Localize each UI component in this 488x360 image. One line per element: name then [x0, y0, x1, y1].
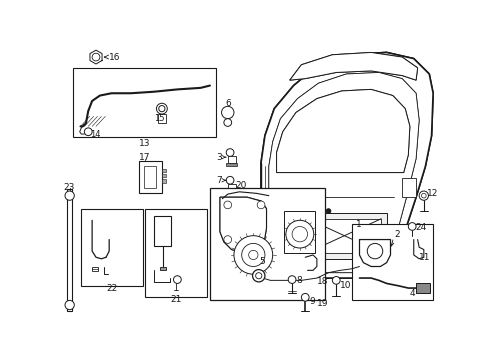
- Bar: [154, 216, 171, 246]
- Bar: [138, 161, 162, 193]
- Circle shape: [224, 236, 231, 243]
- Circle shape: [248, 250, 258, 260]
- Text: 11: 11: [418, 253, 430, 262]
- Bar: [227, 184, 235, 189]
- Bar: [284, 211, 315, 253]
- Circle shape: [159, 105, 164, 112]
- Text: 5: 5: [259, 257, 264, 266]
- Bar: [144, 209, 206, 297]
- Text: 10: 10: [340, 281, 351, 290]
- Bar: [144, 166, 156, 188]
- Bar: [162, 180, 165, 183]
- Circle shape: [65, 300, 74, 310]
- Circle shape: [221, 106, 233, 119]
- Text: 20: 20: [235, 181, 246, 190]
- Polygon shape: [289, 53, 417, 80]
- Bar: [227, 156, 235, 163]
- Bar: [158, 114, 165, 123]
- Bar: [209, 188, 324, 300]
- Polygon shape: [276, 89, 409, 172]
- Circle shape: [226, 176, 233, 184]
- Text: 21: 21: [170, 295, 181, 304]
- Circle shape: [325, 209, 330, 213]
- Circle shape: [418, 191, 427, 200]
- Bar: [92, 266, 98, 271]
- Circle shape: [241, 243, 264, 266]
- Polygon shape: [276, 89, 409, 172]
- Circle shape: [285, 220, 313, 248]
- Circle shape: [287, 276, 295, 283]
- Bar: [254, 257, 262, 263]
- Text: 6: 6: [224, 99, 230, 108]
- Text: 18: 18: [316, 278, 328, 287]
- Polygon shape: [220, 197, 266, 253]
- Bar: [81, 209, 142, 286]
- Text: 15: 15: [154, 114, 164, 123]
- Bar: [226, 163, 237, 166]
- Circle shape: [301, 293, 308, 301]
- Text: 9: 9: [308, 297, 314, 306]
- Polygon shape: [261, 53, 432, 278]
- Circle shape: [421, 193, 425, 198]
- Text: 17: 17: [139, 153, 150, 162]
- Text: 1: 1: [355, 220, 361, 229]
- Bar: [67, 189, 72, 311]
- Circle shape: [291, 226, 307, 242]
- Circle shape: [332, 276, 340, 284]
- Bar: [401, 178, 415, 197]
- Polygon shape: [268, 72, 418, 273]
- Text: 23: 23: [63, 184, 75, 193]
- Circle shape: [92, 53, 100, 61]
- Text: 14: 14: [90, 130, 101, 139]
- Polygon shape: [289, 53, 417, 80]
- Text: 12: 12: [426, 189, 437, 198]
- Bar: [415, 283, 429, 293]
- Circle shape: [257, 201, 264, 209]
- Text: 22: 22: [106, 284, 117, 293]
- Bar: [307, 219, 381, 253]
- Text: 19: 19: [316, 299, 328, 308]
- Polygon shape: [261, 53, 432, 278]
- Text: 13: 13: [139, 139, 150, 148]
- Circle shape: [224, 201, 231, 209]
- Text: 2: 2: [393, 230, 399, 239]
- Text: 16: 16: [109, 53, 121, 62]
- Bar: [159, 266, 165, 270]
- Circle shape: [255, 273, 261, 279]
- Polygon shape: [220, 197, 266, 253]
- Polygon shape: [268, 72, 418, 273]
- Circle shape: [156, 103, 167, 114]
- Circle shape: [173, 276, 181, 283]
- Circle shape: [233, 236, 272, 274]
- Circle shape: [65, 191, 74, 200]
- Bar: [301, 213, 386, 259]
- Text: 8: 8: [295, 276, 301, 285]
- Circle shape: [407, 222, 415, 230]
- Circle shape: [84, 128, 92, 136]
- Text: 24: 24: [414, 224, 426, 233]
- Bar: [162, 169, 165, 172]
- Bar: [162, 174, 165, 177]
- Text: 3: 3: [216, 153, 222, 162]
- Bar: [351, 224, 432, 300]
- Circle shape: [224, 119, 231, 126]
- Text: 4: 4: [409, 289, 415, 298]
- Circle shape: [366, 243, 382, 259]
- Bar: [73, 68, 216, 137]
- Circle shape: [226, 149, 233, 156]
- Circle shape: [252, 270, 264, 282]
- Text: 7: 7: [216, 176, 222, 185]
